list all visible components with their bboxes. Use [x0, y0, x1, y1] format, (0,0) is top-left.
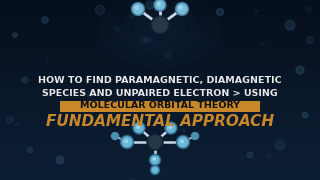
Circle shape [208, 111, 212, 115]
Circle shape [181, 128, 185, 132]
Circle shape [179, 138, 188, 147]
Circle shape [177, 136, 189, 148]
Circle shape [178, 4, 187, 14]
Circle shape [132, 3, 145, 15]
Circle shape [27, 147, 33, 153]
Ellipse shape [135, 15, 185, 45]
Circle shape [306, 7, 311, 13]
Circle shape [150, 165, 159, 174]
Ellipse shape [100, 0, 220, 66]
Circle shape [121, 136, 133, 148]
Circle shape [151, 166, 158, 174]
Circle shape [86, 92, 91, 97]
Circle shape [122, 136, 132, 147]
Circle shape [151, 156, 158, 163]
Circle shape [296, 66, 304, 74]
Circle shape [134, 123, 144, 133]
Circle shape [141, 38, 146, 43]
Text: FUNDAMENTAL APPROACH: FUNDAMENTAL APPROACH [46, 114, 274, 129]
Circle shape [268, 155, 271, 158]
Circle shape [216, 8, 224, 16]
Circle shape [169, 126, 172, 129]
Text: SPECIES AND UNPAIRED ELECTRON > USING: SPECIES AND UNPAIRED ELECTRON > USING [42, 89, 278, 98]
Circle shape [22, 77, 28, 83]
Circle shape [133, 4, 142, 14]
Circle shape [133, 101, 137, 105]
Circle shape [191, 132, 198, 140]
Circle shape [177, 3, 188, 15]
Circle shape [152, 17, 168, 33]
Circle shape [153, 18, 167, 32]
Circle shape [95, 5, 105, 15]
Circle shape [56, 156, 64, 164]
Circle shape [133, 122, 145, 134]
Circle shape [135, 124, 143, 132]
Circle shape [151, 16, 169, 34]
FancyBboxPatch shape [60, 100, 260, 111]
Circle shape [148, 135, 162, 149]
Ellipse shape [120, 6, 200, 54]
Circle shape [302, 112, 308, 118]
Circle shape [262, 42, 264, 44]
Circle shape [7, 117, 13, 123]
Circle shape [115, 27, 120, 32]
Circle shape [147, 134, 163, 150]
Circle shape [166, 123, 176, 133]
Text: HOW TO FIND PARAMAGNETIC, DIAMAGNETIC: HOW TO FIND PARAMAGNETIC, DIAMAGNETIC [38, 75, 282, 84]
Circle shape [137, 126, 140, 129]
Circle shape [165, 52, 171, 58]
Circle shape [132, 3, 143, 15]
Text: MOLECULAR ORBITAL THEORY: MOLECULAR ORBITAL THEORY [80, 102, 240, 111]
Circle shape [132, 179, 134, 180]
Circle shape [111, 132, 118, 140]
Circle shape [179, 6, 182, 9]
Circle shape [275, 140, 285, 150]
Circle shape [15, 122, 19, 127]
Circle shape [158, 3, 160, 5]
Circle shape [131, 15, 133, 18]
Circle shape [307, 37, 314, 44]
Circle shape [153, 158, 155, 160]
Circle shape [13, 33, 17, 37]
Circle shape [64, 90, 67, 93]
Circle shape [135, 6, 138, 9]
Circle shape [46, 60, 48, 63]
Circle shape [149, 154, 161, 165]
Circle shape [125, 140, 128, 143]
Circle shape [165, 122, 177, 134]
Circle shape [156, 1, 164, 9]
Circle shape [167, 124, 175, 132]
Circle shape [285, 20, 295, 30]
Circle shape [258, 101, 262, 105]
Circle shape [102, 125, 105, 127]
Circle shape [42, 17, 48, 23]
Circle shape [236, 91, 239, 94]
Circle shape [155, 0, 165, 10]
Circle shape [149, 136, 161, 148]
Circle shape [178, 136, 188, 147]
Circle shape [146, 1, 154, 9]
Circle shape [123, 138, 132, 147]
Circle shape [153, 168, 157, 172]
Circle shape [154, 0, 166, 11]
Circle shape [150, 156, 159, 165]
Circle shape [181, 140, 184, 143]
Circle shape [247, 152, 253, 158]
Circle shape [175, 3, 188, 15]
Circle shape [145, 37, 150, 43]
Circle shape [255, 10, 257, 12]
